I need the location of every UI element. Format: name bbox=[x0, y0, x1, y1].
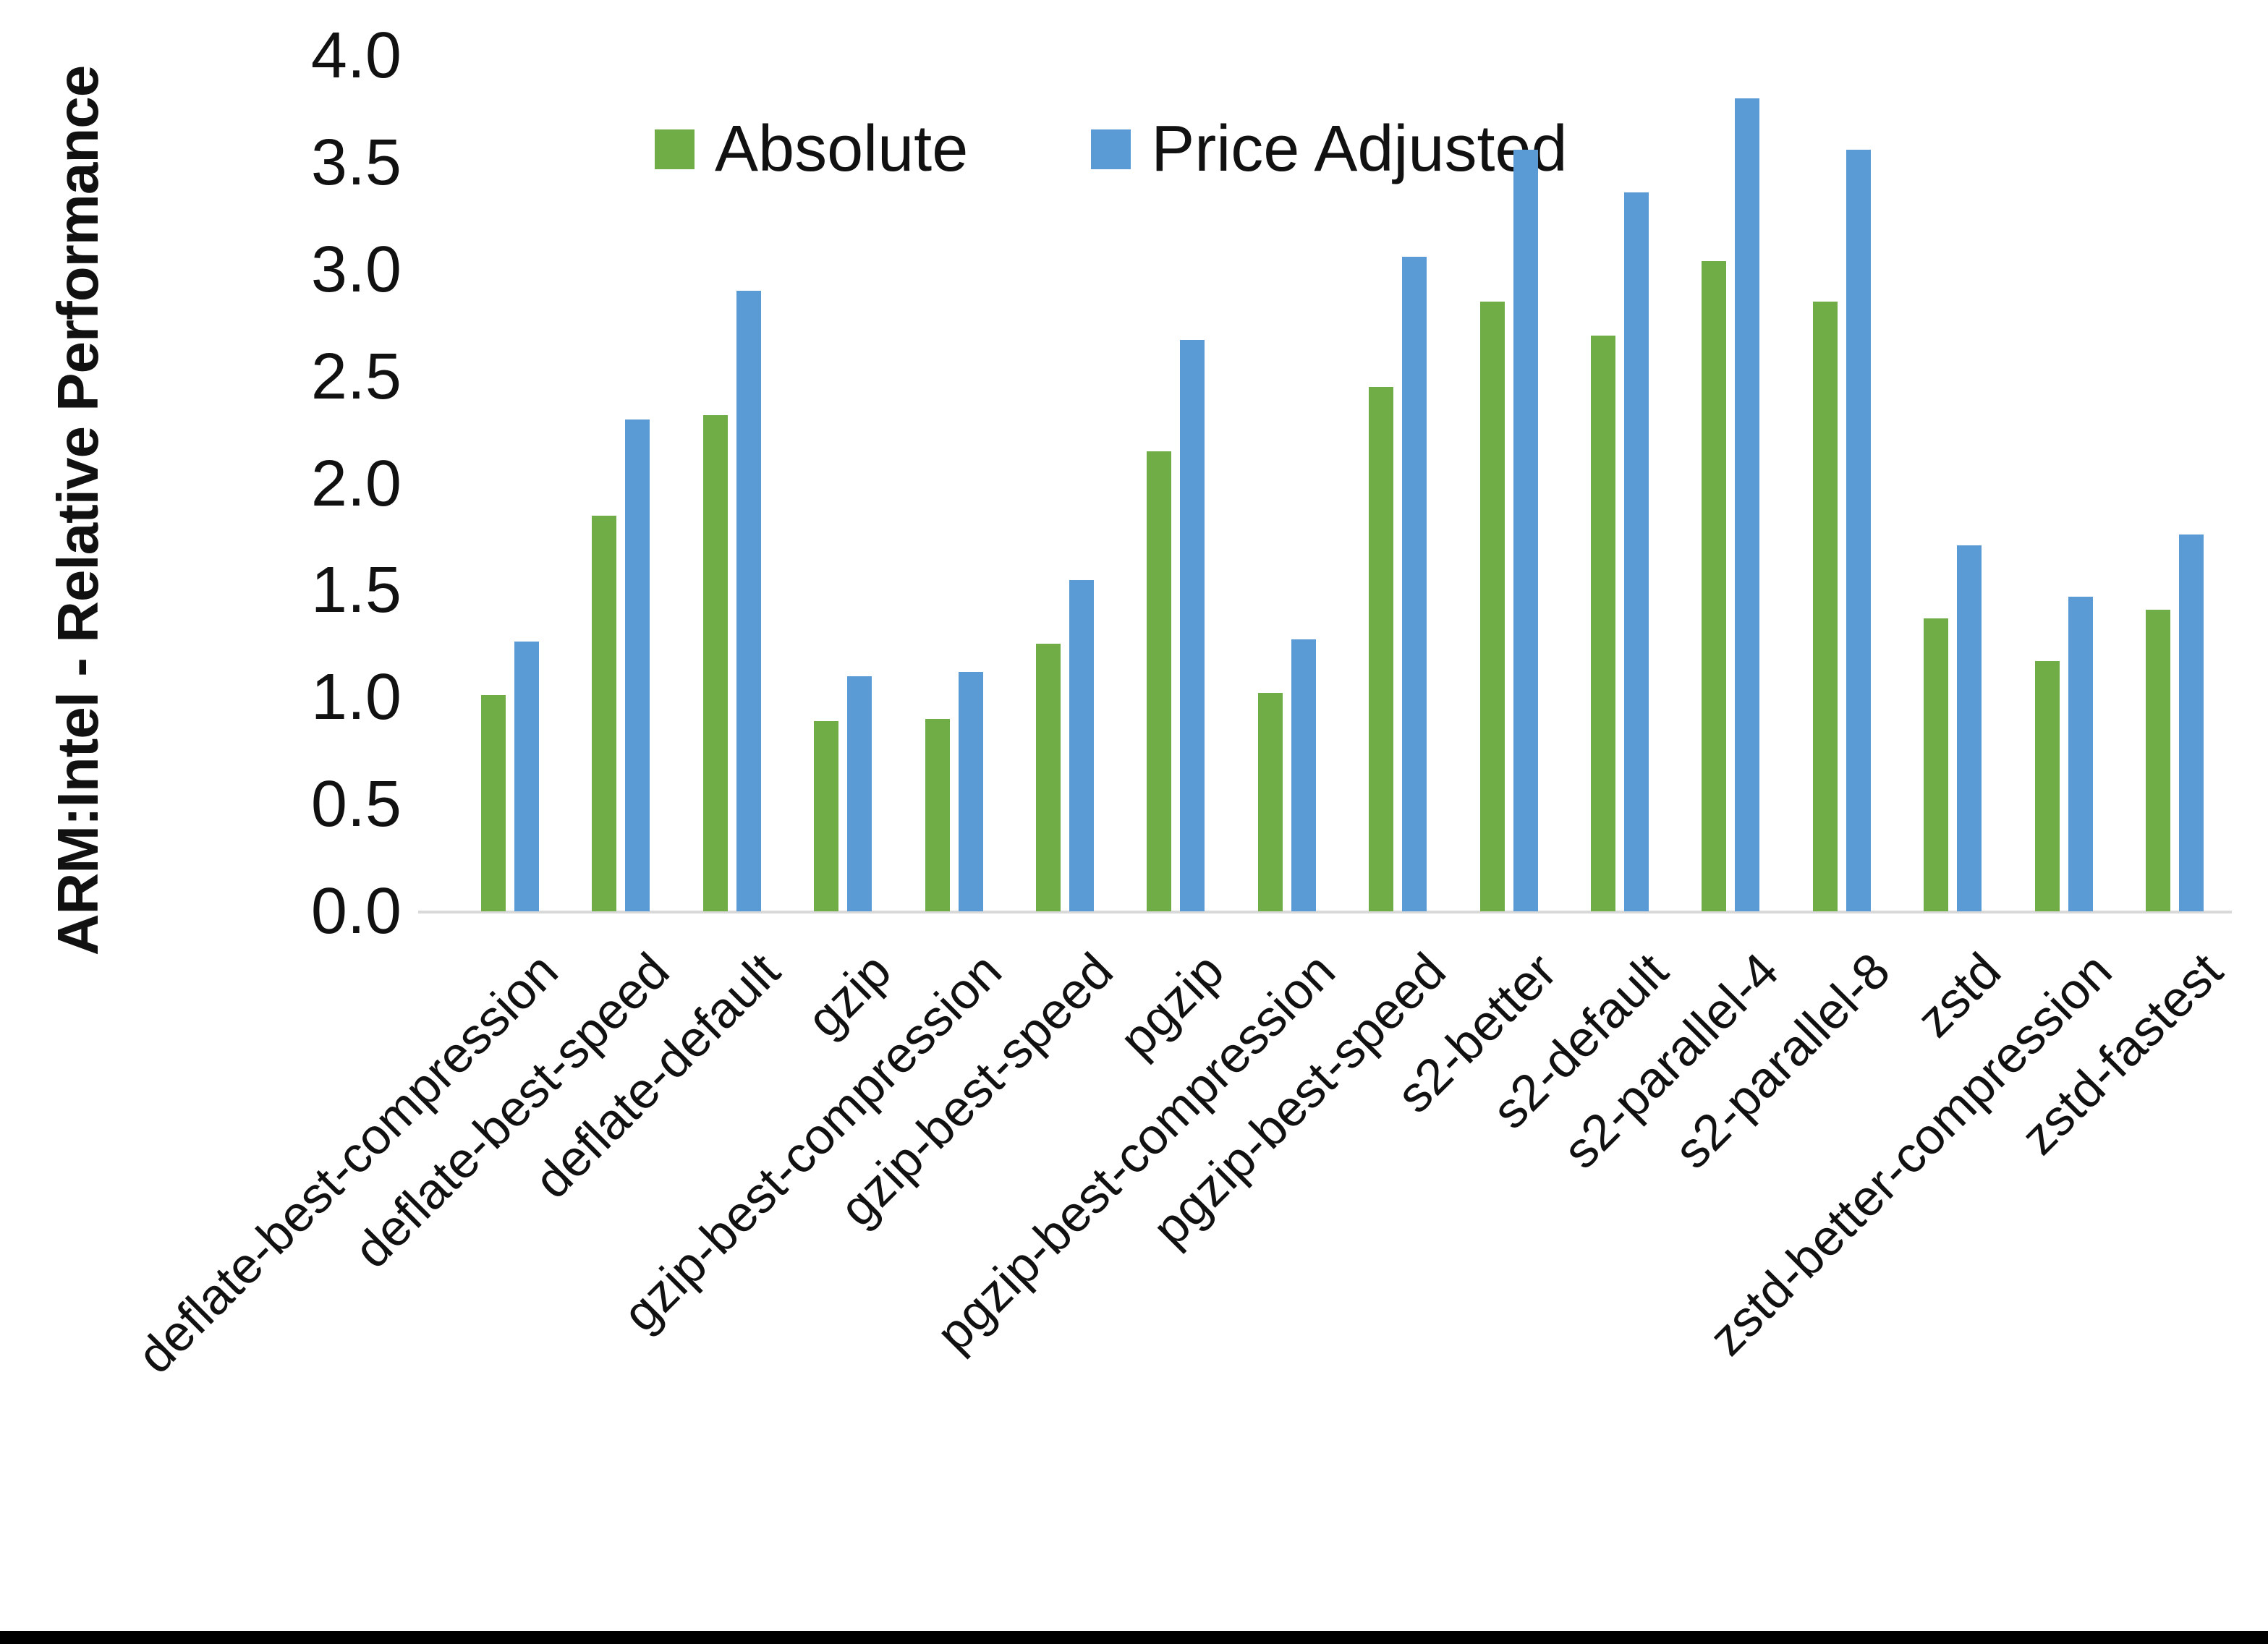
y-tick-label: 1.5 bbox=[310, 554, 402, 627]
bar-absolute-pgzip-best-speed bbox=[1369, 387, 1393, 911]
bar-price-adjusted-s2-default bbox=[1624, 192, 1649, 911]
bottom-border-bar bbox=[0, 1631, 2268, 1644]
bar-absolute-gzip-best-speed bbox=[1036, 644, 1061, 911]
bar-price-adjusted-pgzip-best-compression bbox=[1291, 639, 1316, 911]
bar-absolute-zstd bbox=[1924, 618, 1948, 911]
bar-price-adjusted-zstd-fastest bbox=[2179, 534, 2204, 911]
bar-absolute-s2-parallel-4 bbox=[1702, 261, 1726, 911]
bar-absolute-zstd-fastest bbox=[2146, 610, 2170, 911]
bar-price-adjusted-s2-parallel-4 bbox=[1735, 98, 1759, 911]
legend: Absolute Price Adjusted bbox=[655, 112, 1568, 187]
legend-label-absolute: Absolute bbox=[715, 113, 969, 185]
y-tick-label: 3.5 bbox=[310, 126, 402, 199]
y-tick-label: 0.5 bbox=[310, 768, 402, 841]
bar-price-adjusted-deflate-best-compression bbox=[514, 642, 539, 911]
legend-swatch-price-adjusted-icon bbox=[1091, 129, 1131, 169]
legend-label-price-adjusted: Price Adjusted bbox=[1151, 113, 1568, 185]
bar-absolute-gzip-best-compression bbox=[925, 719, 950, 911]
bar-price-adjusted-pgzip bbox=[1180, 340, 1205, 911]
bar-absolute-zstd-better-compression bbox=[2035, 661, 2060, 911]
bar-absolute-pgzip bbox=[1147, 451, 1171, 911]
bar-price-adjusted-zstd-better-compression bbox=[2068, 597, 2093, 911]
bar-absolute-pgzip-best-compression bbox=[1258, 693, 1283, 911]
bar-absolute-deflate-best-compression bbox=[481, 695, 506, 911]
legend-item-price-adjusted: Price Adjusted bbox=[1091, 112, 1568, 187]
legend-item-absolute: Absolute bbox=[655, 112, 968, 187]
legend-swatch-absolute-icon bbox=[655, 129, 695, 169]
bar-price-adjusted-deflate-best-speed bbox=[625, 419, 650, 911]
bar-absolute-deflate-best-speed bbox=[592, 516, 616, 911]
bar-price-adjusted-deflate-default bbox=[736, 291, 761, 911]
bar-absolute-s2-better bbox=[1480, 302, 1505, 911]
y-tick-label: 3.0 bbox=[310, 233, 402, 306]
bar-absolute-s2-default bbox=[1591, 336, 1615, 911]
bar-price-adjusted-zstd bbox=[1957, 545, 1982, 911]
bar-price-adjusted-s2-parallel-8 bbox=[1846, 150, 1871, 911]
bar-absolute-deflate-default bbox=[703, 415, 728, 911]
bar-absolute-s2-parallel-8 bbox=[1813, 302, 1838, 911]
y-tick-label: 0.0 bbox=[310, 875, 402, 947]
bar-price-adjusted-s2-better bbox=[1513, 150, 1538, 911]
y-tick-label: 2.0 bbox=[310, 447, 402, 520]
bar-absolute-gzip bbox=[814, 721, 838, 911]
bar-price-adjusted-pgzip-best-speed bbox=[1402, 257, 1427, 911]
bar-price-adjusted-gzip-best-speed bbox=[1069, 580, 1094, 911]
y-tick-label: 1.0 bbox=[310, 661, 402, 734]
y-tick-label: 4.0 bbox=[310, 20, 402, 92]
x-axis-line bbox=[418, 911, 2232, 913]
bar-price-adjusted-gzip bbox=[847, 676, 872, 911]
bar-price-adjusted-gzip-best-compression bbox=[959, 672, 983, 911]
y-tick-label: 2.5 bbox=[310, 340, 402, 413]
x-category-label: deflate-best-compression bbox=[126, 942, 569, 1384]
